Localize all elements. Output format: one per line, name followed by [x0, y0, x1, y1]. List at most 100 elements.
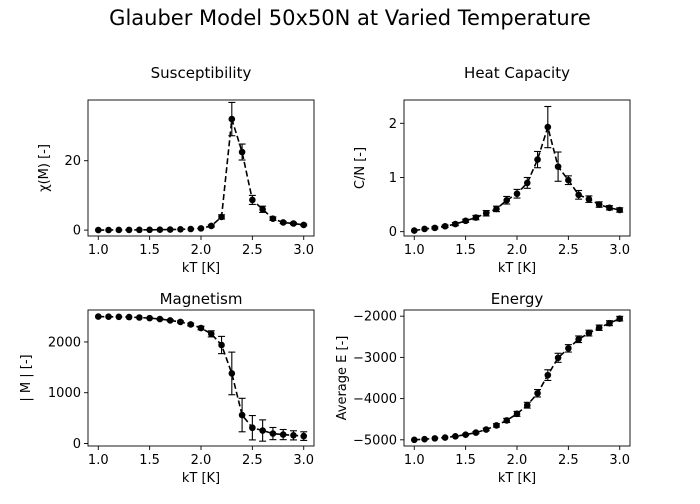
data-point [249, 196, 256, 204]
data-point [197, 225, 205, 232]
data-point [259, 427, 266, 434]
x-tick-label: 1.5 [139, 453, 160, 468]
plot-frame [403, 99, 631, 237]
data-point [177, 226, 184, 233]
data-point [431, 435, 439, 442]
data-point [421, 225, 428, 233]
data-point [472, 429, 480, 436]
data-point [441, 434, 449, 441]
data-point [462, 431, 469, 438]
subplot-title: Heat Capacity [464, 64, 570, 82]
data-point [259, 205, 266, 213]
y-tick-label: 2000 [48, 335, 81, 350]
y-tick-label: 20 [64, 154, 81, 169]
y-axis-label: | M | [-] [19, 354, 34, 401]
data-point [105, 226, 112, 234]
data-point [228, 370, 236, 377]
data-point [94, 313, 102, 320]
data-point [462, 217, 469, 225]
subplot-1: Susceptibility 1.0 1.5 2.0 2.5 3.0 0 20 kT [K] χ(… [37, 64, 315, 276]
subplot-title: Magnetism [160, 290, 243, 308]
x-tick-label: 2.0 [507, 243, 528, 258]
data-point [279, 219, 287, 226]
data-point [207, 330, 215, 338]
data-point [575, 335, 582, 343]
data-point [616, 206, 624, 214]
data-point [595, 324, 603, 332]
y-tick-label: −2000 [353, 310, 397, 325]
plot-frame [87, 99, 315, 237]
data-point [156, 315, 164, 323]
data-point [197, 324, 205, 332]
y-tick-label: 0 [73, 224, 81, 239]
data-point [493, 205, 500, 213]
data-point [482, 209, 490, 217]
data-point [166, 317, 174, 324]
data-point [125, 226, 133, 234]
y-tick-label: 1 [389, 171, 397, 186]
x-tick-label: 1.0 [404, 453, 425, 468]
data-point [441, 222, 449, 230]
plot-frame [403, 309, 631, 447]
data-point [544, 371, 552, 379]
data-point [290, 432, 297, 439]
x-axis-label: kT [K] [498, 471, 536, 486]
data-point [534, 156, 541, 163]
data-point [125, 313, 133, 321]
data-point [279, 431, 287, 438]
data-point [207, 222, 215, 230]
y-tick-label: 1000 [48, 386, 81, 401]
data-point [177, 318, 184, 326]
subplot-3: Magnetism 1.0 1.5 2.0 2.5 3.0 0 1000 2000 kT [K] |… [19, 290, 315, 486]
data-point [523, 179, 531, 187]
y-tick-label: −3000 [353, 351, 397, 366]
data-point [575, 191, 582, 199]
data-point [554, 354, 562, 362]
data-point [187, 321, 195, 328]
data-point [146, 314, 153, 322]
data-point [595, 201, 603, 208]
x-tick-label: 2.0 [191, 243, 212, 258]
x-tick-label: 1.0 [404, 243, 425, 258]
data-point [228, 115, 236, 123]
data-point [238, 148, 246, 156]
x-tick-label: 3.0 [609, 453, 630, 468]
subplot-title: Susceptibility [151, 64, 252, 82]
data-point [421, 435, 428, 443]
data-point [452, 220, 459, 228]
data-point [585, 329, 593, 337]
data-point [136, 226, 143, 234]
data-point [218, 341, 225, 349]
x-axis-label: kT [K] [182, 471, 220, 486]
data-point [616, 315, 624, 322]
data-point [503, 196, 511, 204]
data-point [565, 176, 572, 184]
data-point [136, 314, 143, 321]
x-axis-label: kT [K] [498, 261, 536, 276]
data-point [554, 163, 562, 170]
x-tick-label: 3.0 [293, 453, 314, 468]
x-tick-label: 2.5 [242, 243, 263, 258]
data-point [452, 433, 459, 440]
data-point [94, 226, 102, 234]
y-tick-label: −5000 [353, 433, 397, 448]
x-tick-label: 1.5 [455, 243, 476, 258]
y-tick-label: 0 [389, 225, 397, 240]
data-point [513, 410, 521, 418]
data-point [146, 226, 153, 234]
plot-frame [87, 309, 315, 447]
data-point [269, 430, 277, 437]
data-point [269, 215, 277, 222]
data-point [431, 224, 439, 232]
data-point [300, 432, 308, 440]
data-point [156, 226, 164, 233]
subplot-4: Energy 1.0 1.5 2.0 2.5 3.0 −5000 −4000 −3000 −200… [335, 290, 631, 486]
data-point [238, 411, 246, 419]
y-axis-label: χ(M) [-] [37, 144, 52, 192]
x-tick-label: 2.5 [558, 453, 579, 468]
data-point [503, 417, 511, 424]
x-axis-label: kT [K] [182, 261, 220, 276]
x-tick-label: 2.5 [558, 243, 579, 258]
